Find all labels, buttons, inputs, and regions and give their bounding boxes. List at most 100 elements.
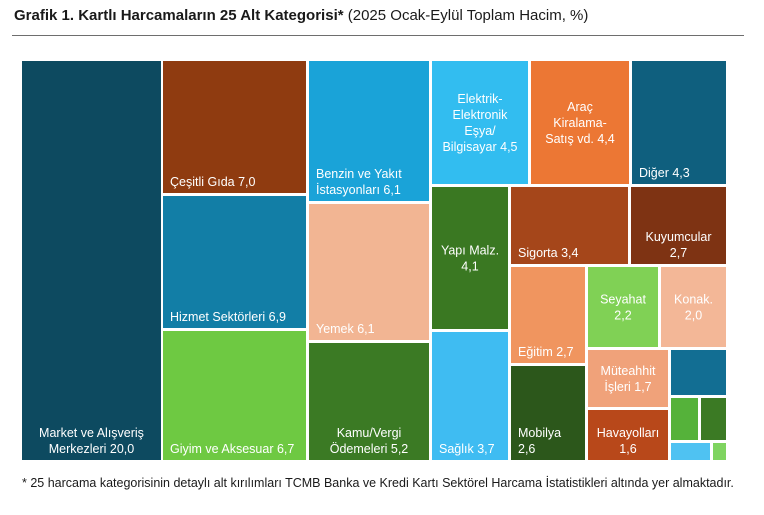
treemap-tile-6: Yemek 6,1: [309, 204, 429, 340]
treemap-tile-7: Kamu/Vergi Ödemeleri 5,2: [309, 343, 429, 460]
treemap-tile-label: Kuyumcular 2,7: [646, 230, 712, 260]
treemap-tile-rect: [588, 410, 668, 460]
treemap-tile-label-line: Benzin ve Yakıt: [316, 167, 402, 181]
treemap-tile-label: Market ve Alışveriş Merkezleri 20,0: [39, 426, 144, 456]
treemap-tile-22: [671, 398, 698, 440]
treemap-tile-rect: [432, 187, 508, 329]
treemap-tile-label-line: 2,6: [518, 442, 535, 456]
treemap-tile-rect: [432, 332, 508, 460]
treemap-tile-label-line: Elektrik-: [457, 92, 502, 106]
treemap-tile-label-line: Araç: [567, 100, 593, 114]
treemap-tile-rect: [22, 61, 161, 460]
treemap-tile-label: Kamu/Vergi Ödemeleri 5,2: [330, 426, 409, 456]
treemap-tile-label-line: 2,2: [614, 308, 631, 322]
treemap-tile-label-line: 2,0: [685, 308, 702, 322]
treemap-tile-rect: [511, 366, 585, 460]
treemap-tile-rect: [309, 204, 429, 340]
treemap-tile-label-line: 2,7: [670, 246, 687, 260]
treemap-tile-label-line: Market ve Alışveriş: [39, 426, 144, 440]
treemap-tile-label-line: Konak.: [674, 292, 713, 306]
treemap-tile-label: Sağlık 3,7: [439, 442, 495, 456]
treemap-tile-rect: [531, 61, 629, 184]
treemap-tile-label-line: İşleri 1,7: [604, 380, 651, 394]
treemap-tile-21: [671, 350, 726, 395]
treemap-tile-label-line: Kamu/Vergi: [337, 426, 402, 440]
treemap-tile-rect: [588, 267, 658, 347]
treemap-tile-label: Seyahat 2,2: [600, 292, 646, 322]
treemap-tile-label: Eğitim 2,7: [518, 345, 574, 359]
treemap-tile-rect: [511, 267, 585, 363]
treemap-tile-label-line: Eğitim 2,7: [518, 345, 574, 359]
treemap-tile-4: Giyim ve Aksesuar 6,7: [163, 331, 306, 460]
treemap-tile-rect: [432, 61, 528, 184]
treemap-tile-label: Hizmet Sektörleri 6,9: [170, 310, 286, 324]
treemap-tile-11: Yapı Malz. 4,1: [432, 187, 508, 329]
treemap-tile-rect: [309, 61, 429, 201]
treemap-tile-label-line: Merkezleri 20,0: [49, 442, 134, 456]
treemap-tile-18: Konak. 2,0: [661, 267, 726, 347]
treemap-tile-label: Diğer 4,3: [639, 166, 690, 180]
treemap-tile-12: Sağlık 3,7: [432, 332, 508, 460]
treemap-tile-rect: [671, 398, 698, 440]
treemap-tile-rect: [511, 187, 628, 264]
chart-title: Grafik 1. Kartlı Harcamaların 25 Alt Kat…: [14, 6, 754, 26]
treemap-tile-label-line: Sigorta 3,4: [518, 246, 579, 260]
treemap-tile-9: Araç Kiralama- Satış vd. 4,4: [531, 61, 629, 184]
treemap-tile-rect: [631, 187, 726, 264]
treemap-tile-label-line: Satış vd. 4,4: [545, 132, 615, 146]
treemap-tile-label-line: Yapı Malz.: [441, 243, 499, 257]
treemap-tile-label-line: Sağlık 3,7: [439, 442, 495, 456]
treemap-tile-label-line: Hizmet Sektörleri 6,9: [170, 310, 286, 324]
treemap-tile-label-line: Seyahat: [600, 292, 646, 306]
treemap-tile-label: Sigorta 3,4: [518, 246, 579, 260]
treemap-tile-label: Araç Kiralama- Satış vd. 4,4: [545, 100, 615, 146]
footnote: * 25 harcama kategorisinin detaylı alt k…: [22, 476, 734, 490]
treemap-tile-label-line: Elektronik: [453, 108, 509, 122]
treemap-tile-label: Mobilya 2,6: [518, 426, 561, 456]
treemap-tile-label: Yapı Malz. 4,1: [441, 243, 499, 273]
treemap-tile-label-line: Havayolları: [597, 426, 660, 440]
treemap-tile-10: Diğer 4,3: [632, 61, 726, 184]
treemap-tile-label: Giyim ve Aksesuar 6,7: [170, 442, 294, 456]
treemap-tile-label-line: Çeşitli Gıda 7,0: [170, 175, 256, 189]
treemap-tile-rect: [671, 443, 710, 460]
treemap-tile-label: Konak. 2,0: [674, 292, 713, 322]
treemap-tile-rect: [632, 61, 726, 184]
treemap-tile-23: [701, 398, 726, 440]
treemap-tile-2: Çeşitli Gıda 7,0: [163, 61, 306, 193]
treemap-tile-20: Havayolları 1,6: [588, 410, 668, 460]
treemap-tile-label: Yemek 6,1: [316, 322, 375, 336]
treemap-tile-13: Sigorta 3,4: [511, 187, 628, 264]
treemap-tile-label-line: 4,1: [461, 259, 478, 273]
treemap-tile-label-line: Mobilya: [518, 426, 561, 440]
chart-title-main: Grafik 1. Kartlı Harcamaların 25 Alt Kat…: [14, 7, 344, 24]
treemap-tile-label-line: Kuyumcular: [646, 230, 712, 244]
treemap-tile-rect: [701, 398, 726, 440]
treemap-tile-label: Elektrik- Elektronik Eşya/Bilgisayar 4,5: [442, 92, 517, 154]
treemap-tile-rect: [309, 343, 429, 460]
treemap-tile-label: Benzin ve Yakıt İstasyonları 6,1: [316, 167, 402, 197]
treemap-tile-19: Müteahhit İşleri 1,7: [588, 350, 668, 407]
treemap-tile-14: Kuyumcular 2,7: [631, 187, 726, 264]
treemap-tile-label-line: 1,6: [619, 442, 636, 456]
treemap-tile-rect: [713, 443, 726, 460]
treemap-tile-17: Seyahat 2,2: [588, 267, 658, 347]
treemap-tile-label: Müteahhit İşleri 1,7: [601, 364, 656, 394]
treemap-tile-rect: [163, 331, 306, 460]
treemap-tile-rect: [588, 350, 668, 407]
treemap-tile-8: Elektrik- Elektronik Eşya/Bilgisayar 4,5: [432, 61, 528, 184]
treemap-tile-label-line: İstasyonları 6,1: [316, 183, 401, 197]
treemap-tile-15: Eğitim 2,7: [511, 267, 585, 363]
treemap-tile-24: [671, 443, 710, 460]
treemap-tile-label-line: Kiralama-: [553, 116, 607, 130]
treemap-tile-rect: [671, 350, 726, 395]
treemap-tile-rect: [163, 61, 306, 193]
treemap-tile-25: [713, 443, 726, 460]
treemap-tile-label-line: Giyim ve Aksesuar 6,7: [170, 442, 294, 456]
treemap-tile-label-line: Diğer 4,3: [639, 166, 690, 180]
treemap-tile-label-line: Yemek 6,1: [316, 322, 375, 336]
treemap-tile-rect: [163, 196, 306, 328]
treemap-tile-1: Market ve Alışveriş Merkezleri 20,0: [22, 61, 161, 460]
treemap-tile-label: Çeşitli Gıda 7,0: [170, 175, 256, 189]
